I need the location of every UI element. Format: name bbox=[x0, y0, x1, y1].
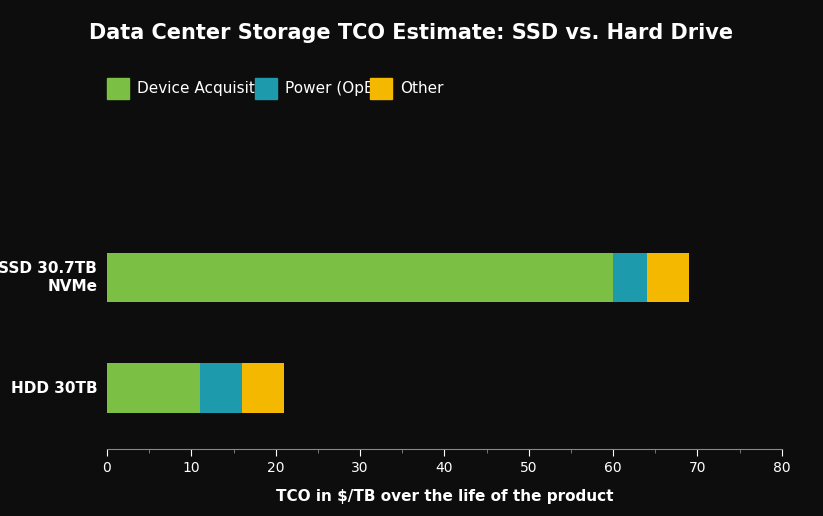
Text: Data Center Storage TCO Estimate: SSD vs. Hard Drive: Data Center Storage TCO Estimate: SSD vs… bbox=[90, 23, 733, 43]
Bar bbox=[200, 363, 242, 413]
Bar bbox=[613, 253, 647, 302]
Text: Device Acquisition: Device Acquisition bbox=[137, 81, 278, 96]
Text: Power (OpEx): Power (OpEx) bbox=[285, 81, 388, 96]
Bar bbox=[107, 253, 613, 302]
Bar bbox=[647, 253, 689, 302]
Bar bbox=[242, 363, 284, 413]
X-axis label: TCO in $/TB over the life of the product: TCO in $/TB over the life of the product bbox=[276, 489, 613, 504]
Text: Other: Other bbox=[400, 81, 444, 96]
Bar bbox=[107, 363, 200, 413]
